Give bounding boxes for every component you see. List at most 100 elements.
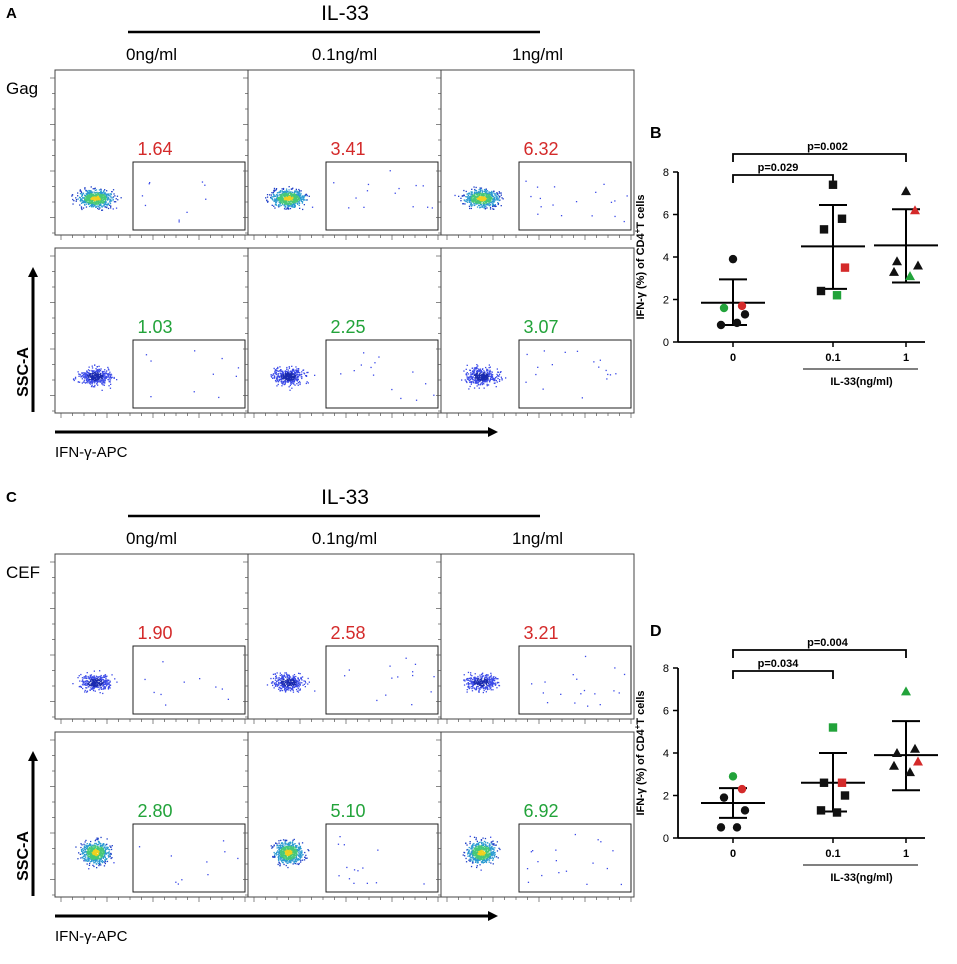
event-dot	[105, 202, 106, 203]
event-dot	[541, 206, 542, 207]
event-dot	[106, 207, 107, 208]
event-dot	[272, 681, 273, 682]
event-dot	[271, 374, 272, 375]
event-dot	[102, 684, 103, 685]
event-dot	[486, 683, 487, 684]
event-dot	[484, 388, 485, 389]
event-dot	[299, 374, 300, 375]
event-dot	[87, 681, 88, 682]
event-dot	[485, 677, 486, 678]
event-dot	[274, 368, 275, 369]
event-dot	[298, 370, 299, 371]
event-dot	[275, 682, 276, 683]
event-dot	[277, 198, 278, 199]
event-dot	[501, 197, 502, 198]
event-dot	[87, 378, 88, 379]
event-dot	[290, 208, 291, 209]
event-dot	[501, 377, 502, 378]
event-dot	[471, 205, 472, 206]
event-dot	[95, 192, 96, 193]
event-dot	[474, 688, 475, 689]
event-dot	[498, 375, 499, 376]
event-dot	[464, 684, 465, 685]
event-dot	[477, 684, 478, 685]
event-dot	[290, 690, 291, 691]
event-dot	[92, 366, 93, 367]
event-dot	[93, 846, 94, 847]
event-dot	[282, 188, 283, 189]
event-dot	[278, 683, 279, 684]
event-dot	[89, 192, 90, 193]
event-dot	[75, 197, 76, 198]
event-dot	[298, 686, 299, 687]
event-dot	[81, 192, 82, 193]
event-dot	[90, 679, 91, 680]
event-dot	[286, 379, 287, 380]
event-dot	[391, 678, 392, 679]
event-dot	[482, 200, 483, 201]
event-dot	[501, 378, 502, 379]
event-dot	[395, 193, 396, 194]
event-dot	[281, 385, 282, 386]
event-dot	[614, 667, 615, 668]
event-dot	[97, 385, 98, 386]
event-dot	[83, 683, 84, 684]
event-dot	[82, 375, 83, 376]
event-dot	[290, 380, 291, 381]
event-dot	[480, 686, 481, 687]
event-dot	[483, 687, 484, 688]
event-dot	[288, 208, 289, 209]
event-dot	[95, 190, 96, 191]
event-dot	[302, 202, 303, 203]
event-dot	[93, 195, 94, 196]
event-dot	[93, 373, 94, 374]
event-dot	[466, 678, 467, 679]
event-dot	[298, 374, 299, 375]
event-dot	[485, 679, 486, 680]
event-dot	[478, 690, 479, 691]
event-dot	[92, 192, 93, 193]
event-dot	[476, 377, 477, 378]
event-dot	[480, 190, 481, 191]
event-dot	[471, 192, 472, 193]
event-dot	[286, 687, 287, 688]
event-dot	[502, 379, 503, 380]
event-dot	[288, 374, 289, 375]
event-dot	[496, 198, 497, 199]
event-dot	[277, 680, 278, 681]
event-dot	[81, 209, 82, 210]
event-dot	[80, 854, 81, 855]
event-dot	[476, 187, 477, 188]
event-dot	[490, 688, 491, 689]
event-dot	[577, 351, 578, 352]
event-dot	[287, 381, 288, 382]
event-dot	[483, 381, 484, 382]
event-dot	[79, 204, 80, 205]
event-dot	[103, 677, 104, 678]
event-dot	[72, 203, 73, 204]
event-dot	[114, 378, 115, 379]
event-dot	[461, 379, 462, 380]
event-dot	[493, 199, 494, 200]
event-dot	[299, 384, 300, 385]
event-dot	[284, 378, 285, 379]
event-dot	[296, 368, 297, 369]
event-dot	[479, 378, 480, 379]
event-dot	[314, 690, 315, 691]
event-dot	[98, 194, 99, 195]
event-dot	[476, 373, 477, 374]
event-dot	[82, 378, 83, 379]
event-dot	[93, 688, 94, 689]
event-dot	[491, 676, 492, 677]
event-dot	[194, 350, 195, 351]
event-dot	[113, 199, 114, 200]
event-dot	[274, 377, 275, 378]
event-dot	[484, 200, 485, 201]
event-dot	[280, 190, 281, 191]
event-dot	[85, 860, 86, 861]
event-dot	[391, 389, 392, 390]
event-dot	[274, 683, 275, 684]
event-dot	[491, 675, 492, 676]
event-dot	[501, 192, 502, 193]
event-dot	[100, 837, 101, 838]
